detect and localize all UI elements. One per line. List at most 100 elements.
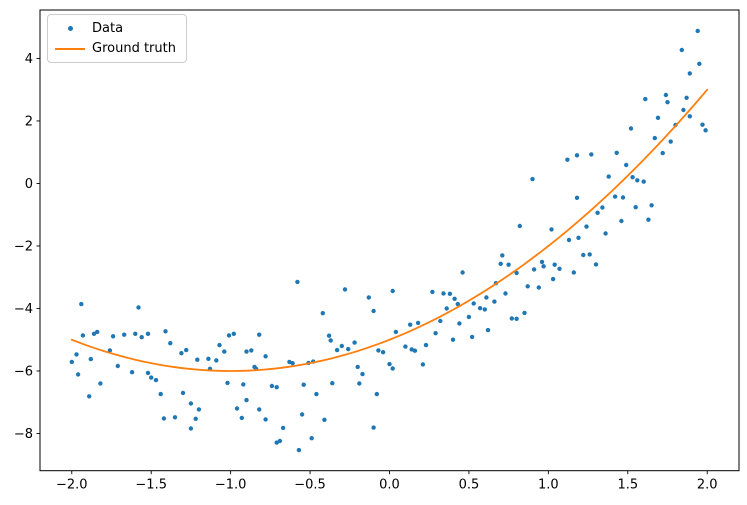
data-point [244, 397, 249, 403]
data-point [469, 334, 475, 340]
data-point [514, 270, 519, 276]
data-point [145, 331, 151, 336]
data-point [355, 364, 360, 370]
data-point [195, 357, 200, 362]
data-point [522, 310, 527, 316]
data-point [517, 223, 522, 229]
data-point [145, 370, 151, 376]
y-tick-label: 4 [25, 52, 33, 67]
data-point [360, 371, 365, 377]
data-point [584, 224, 589, 229]
data-point [447, 291, 453, 296]
data-point [695, 28, 700, 34]
data-point [214, 358, 219, 363]
data-point [352, 340, 357, 345]
data-point [95, 329, 100, 335]
data-point [477, 306, 483, 311]
data-point [277, 438, 283, 444]
data-point [552, 262, 557, 267]
data-point [241, 382, 246, 387]
data-point [633, 205, 638, 210]
data-point [536, 285, 541, 290]
x-tick-label: 1.5 [617, 478, 638, 493]
data-point [231, 331, 236, 336]
data-point [663, 92, 669, 98]
data-point [326, 333, 332, 338]
data-point [471, 301, 476, 306]
data-point [593, 262, 599, 267]
data-point [635, 178, 640, 183]
data-point [188, 401, 194, 406]
data-point [455, 301, 460, 307]
data-point [681, 107, 686, 113]
data-point [168, 341, 173, 346]
data-point [450, 337, 456, 342]
data-point [257, 332, 262, 337]
data-point [75, 372, 81, 377]
data-point [530, 176, 535, 182]
data-point [206, 356, 211, 361]
data-point [550, 276, 556, 282]
data-point [217, 342, 222, 348]
data-point [244, 349, 249, 354]
data-point [80, 333, 86, 338]
data-point [380, 350, 386, 355]
data-point [574, 153, 580, 158]
legend-label-ground-truth: Ground truth [92, 41, 176, 56]
data-point [444, 306, 449, 311]
data-point [226, 333, 232, 338]
data-point [184, 347, 189, 353]
data-point [500, 253, 505, 258]
data-point [98, 381, 103, 386]
data-point [163, 329, 168, 334]
data-point [263, 417, 268, 422]
data-point [557, 266, 562, 271]
data-point [687, 114, 692, 119]
x-tick-label: −0.5 [294, 478, 326, 493]
x-tick-label: 2.0 [697, 478, 718, 493]
legend-label-data: Data [92, 21, 124, 36]
data-point [346, 346, 351, 352]
data-point [371, 308, 376, 314]
data-point [687, 71, 692, 76]
data-point [484, 295, 489, 300]
data-point [115, 363, 121, 369]
axes-spines [39, 9, 740, 472]
data-marker-swatch [48, 26, 92, 31]
data-point [652, 135, 657, 141]
data-point [314, 391, 319, 397]
data-point [301, 382, 306, 387]
data-point [684, 95, 689, 101]
data-point [525, 284, 530, 289]
data-point [457, 321, 462, 326]
ground-truth-curve [70, 88, 709, 372]
data-point [87, 394, 92, 399]
data-point [576, 235, 581, 240]
data-point [565, 157, 570, 162]
data-point [263, 354, 268, 359]
data-point [630, 175, 635, 180]
data-point [91, 331, 97, 336]
data-point [603, 231, 608, 236]
data-point [107, 348, 113, 353]
data-point [566, 237, 572, 243]
data-point [196, 407, 202, 412]
data-point [390, 366, 395, 371]
data-point [136, 305, 141, 310]
data-point [668, 139, 673, 144]
data-point [374, 391, 379, 397]
data-point [149, 375, 154, 380]
line-marker-swatch [48, 47, 92, 50]
data-point [643, 96, 648, 102]
data-point [408, 322, 413, 327]
data-point [328, 338, 333, 343]
data-point [339, 343, 344, 349]
data-point [69, 359, 75, 365]
x-tick-label: 0.0 [379, 478, 400, 493]
data-point [660, 150, 665, 156]
data-point [412, 348, 418, 353]
data-point [509, 316, 514, 321]
data-point [619, 218, 624, 224]
data-point [581, 252, 586, 258]
